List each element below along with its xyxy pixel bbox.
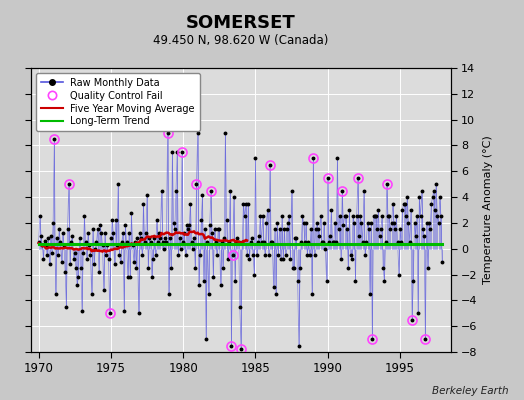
Legend: Raw Monthly Data, Quality Control Fail, Five Year Moving Average, Long-Term Tren: Raw Monthly Data, Quality Control Fail, … <box>36 73 200 131</box>
Text: Berkeley Earth: Berkeley Earth <box>432 386 508 396</box>
Text: 49.450 N, 98.620 W (Canada): 49.450 N, 98.620 W (Canada) <box>154 34 329 47</box>
Y-axis label: Temperature Anomaly (°C): Temperature Anomaly (°C) <box>483 136 493 284</box>
Text: SOMERSET: SOMERSET <box>186 14 296 32</box>
